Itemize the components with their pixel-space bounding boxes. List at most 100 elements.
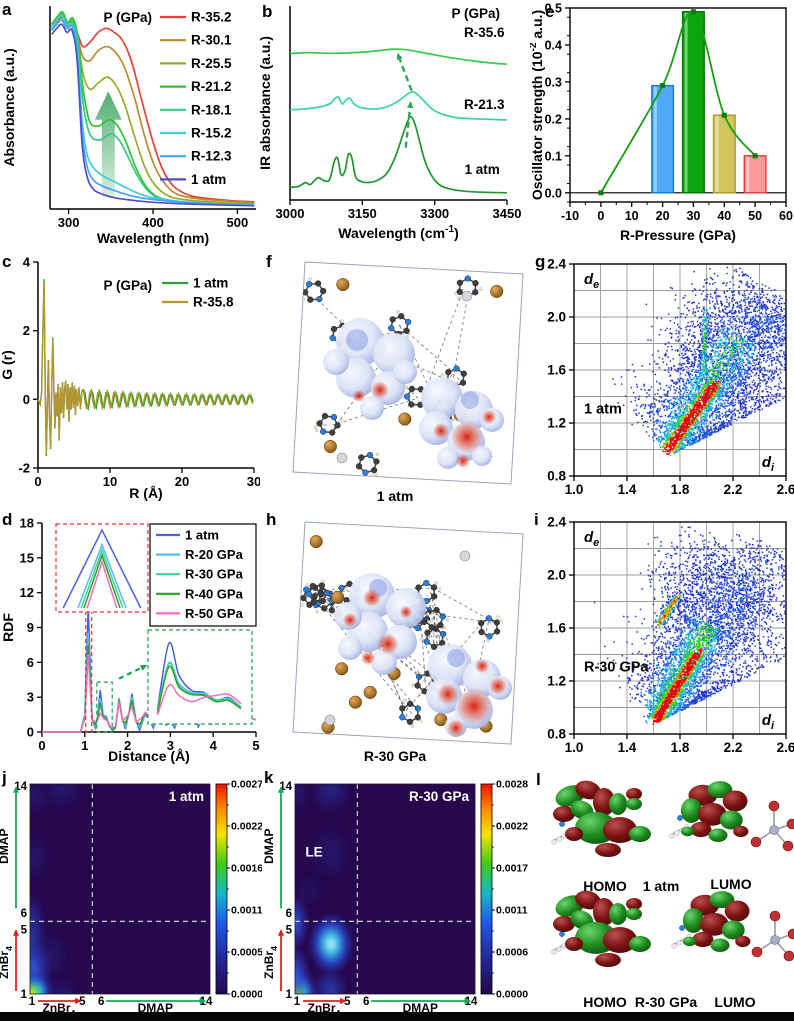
svg-text:30: 30 — [247, 474, 260, 489]
svg-text:1.4: 1.4 — [618, 482, 637, 497]
panel-g-fingerprint-1atm: g 1.0 1.4 1.8 2.2 2.6 0.8 1.2 1.6 2.0 2.4 de di 1 at… — [530, 250, 794, 508]
chart-fingerprint-plot-r30gpa: 1.0 1.4 1.8 2.2 2.6 0.8 1.2 1.6 2.0 2.4 de di R-30 G… — [547, 515, 794, 756]
svg-text:14: 14 — [465, 996, 478, 1008]
panel-b-ir-spectra: b 3000 3150 3300 3450 Wavelength (cm-1) IR ab… — [260, 0, 530, 250]
svg-text:1 atm: 1 atm — [464, 162, 499, 177]
svg-text:R-30 GPa: R-30 GPa — [409, 789, 470, 804]
svg-text:1.8: 1.8 — [671, 482, 690, 497]
svg-text:Absorbance (a.u.): Absorbance (a.u.) — [1, 48, 17, 166]
svg-text:R-Pressure (GPa): R-Pressure (GPa) — [620, 227, 736, 243]
svg-text:1 atm: 1 atm — [584, 402, 622, 418]
panel-j-coupling-heatmap-1atm: j 1 atm 14 6 5 1 ZnBr4 DMAP 1 5 6 14 ZnBr4 DMAP 0.002… — [0, 768, 262, 1013]
svg-text:0.2: 0.2 — [545, 112, 562, 126]
svg-text:0: 0 — [34, 474, 41, 489]
panel-a-uvvis-absorbance: a 300 400 500 Wavelength (nm) Absorbance (a.… — [0, 0, 260, 250]
svg-text:9: 9 — [27, 620, 34, 635]
svg-text:1.4: 1.4 — [618, 740, 637, 755]
svg-text:R-25.5: R-25.5 — [191, 56, 232, 71]
svg-text:R-30 GPa: R-30 GPa — [584, 660, 649, 676]
orbital-isosurfaces — [551, 780, 794, 967]
svg-text:3000: 3000 — [276, 206, 305, 221]
svg-text:2.6: 2.6 — [777, 740, 794, 755]
svg-text:1 atm: 1 atm — [193, 276, 228, 291]
svg-text:40: 40 — [717, 209, 731, 223]
chart-oscillator-strength-bars: -10 0 10 20 30 40 50 60 0.0 0.1 0.2 0.3 0.4 0.5 R-Pres… — [530, 2, 793, 244]
svg-text:500: 500 — [227, 215, 249, 230]
svg-text:P (GPa): P (GPa) — [103, 278, 152, 293]
svg-text:R-21.3: R-21.3 — [464, 97, 505, 112]
svg-text:0: 0 — [38, 738, 45, 753]
svg-text:6: 6 — [286, 908, 292, 920]
svg-text:0.0011: 0.0011 — [231, 905, 262, 917]
svg-text:50: 50 — [748, 209, 762, 223]
orbital-condition-r30: R-30 GPa — [634, 994, 698, 1010]
svg-text:30: 30 — [686, 209, 700, 223]
svg-text:0: 0 — [23, 392, 30, 407]
svg-text:0: 0 — [597, 209, 604, 223]
svg-text:R-12.3: R-12.3 — [191, 149, 232, 164]
svg-text:10: 10 — [103, 474, 117, 489]
panel-l-molecular-orbitals: l HOMO 1 atm LUMO HOMO R-30 GPa LUMO — [528, 768, 794, 1013]
panel-letter: j — [2, 768, 7, 787]
svg-text:de: de — [584, 271, 599, 291]
svg-text:6: 6 — [21, 908, 27, 920]
svg-text:0.0028: 0.0028 — [496, 779, 528, 791]
svg-text:R-15.2: R-15.2 — [191, 126, 232, 141]
svg-text:0.0011: 0.0011 — [496, 905, 528, 917]
svg-text:0.4: 0.4 — [545, 39, 562, 53]
svg-text:DMAP: DMAP — [0, 829, 11, 864]
svg-text:0.3: 0.3 — [545, 75, 562, 89]
svg-text:6: 6 — [98, 996, 104, 1008]
panel-c-pdf-gr: c 0 10 20 30 -2 0 2 4 R (Å) G (r) P (GPa) 1 atm R-35… — [0, 250, 260, 508]
svg-text:ZnBr4: ZnBr4 — [262, 946, 279, 979]
svg-text:de: de — [584, 529, 599, 549]
chart-pair-distribution-function: 0 10 20 30 -2 0 2 4 R (Å) G (r) P (GPa) 1 atm R-35.8 — [0, 255, 260, 502]
svg-text:0.0005: 0.0005 — [231, 947, 262, 959]
svg-text:2: 2 — [23, 323, 30, 338]
svg-text:4: 4 — [23, 255, 31, 270]
svg-text:4: 4 — [210, 738, 218, 753]
svg-text:R-30 GPa: R-30 GPa — [185, 567, 244, 582]
svg-text:Distance (Å): Distance (Å) — [108, 748, 190, 764]
svg-text:0.0000: 0.0000 — [231, 989, 262, 1001]
panel-letter: f — [266, 252, 272, 271]
svg-text:2.2: 2.2 — [724, 482, 743, 497]
figure-bottom-rule — [0, 1012, 794, 1021]
svg-text:2.6: 2.6 — [777, 482, 794, 497]
panel-letter: e — [545, 2, 555, 21]
svg-text:Oscillator strength (10-2 a.u.: Oscillator strength (10-2 a.u.) — [530, 10, 545, 200]
svg-text:1.8: 1.8 — [671, 740, 690, 755]
panel-letter: h — [266, 510, 277, 529]
svg-text:R (Å): R (Å) — [129, 485, 162, 501]
svg-text:5: 5 — [21, 924, 28, 936]
svg-text:20: 20 — [175, 474, 189, 489]
structure-caption-r30gpa: R-30 GPa — [363, 748, 427, 764]
panel-e-oscillator-strength: e -10 0 10 20 30 40 50 60 0.0 0.1 0.2 0.3 0.4 0.5 R-Pr… — [530, 0, 794, 250]
svg-text:LE: LE — [305, 845, 322, 860]
svg-text:2.0: 2.0 — [547, 310, 566, 325]
svg-text:di: di — [762, 712, 775, 732]
svg-text:1.6: 1.6 — [547, 363, 566, 378]
svg-text:5: 5 — [79, 996, 86, 1008]
svg-text:0.0: 0.0 — [545, 186, 562, 200]
svg-text:0.0017: 0.0017 — [496, 863, 528, 875]
svg-text:12: 12 — [20, 585, 34, 600]
svg-text:R-20 GPa: R-20 GPa — [185, 547, 244, 562]
svg-text:1 atm: 1 atm — [169, 789, 204, 804]
svg-text:0.0022: 0.0022 — [231, 821, 262, 833]
svg-text:0.5: 0.5 — [545, 2, 562, 16]
svg-text:R-35.6: R-35.6 — [464, 25, 505, 40]
svg-text:R-21.2: R-21.2 — [191, 79, 232, 94]
svg-text:R-35.2: R-35.2 — [191, 10, 232, 25]
svg-text:400: 400 — [142, 215, 164, 230]
svg-text:300: 300 — [58, 215, 80, 230]
svg-text:18: 18 — [20, 516, 34, 531]
svg-text:R-30.1: R-30.1 — [191, 33, 232, 48]
svg-text:1: 1 — [29, 996, 36, 1008]
svg-text:RDF: RDF — [0, 613, 16, 642]
svg-text:10: 10 — [625, 209, 639, 223]
